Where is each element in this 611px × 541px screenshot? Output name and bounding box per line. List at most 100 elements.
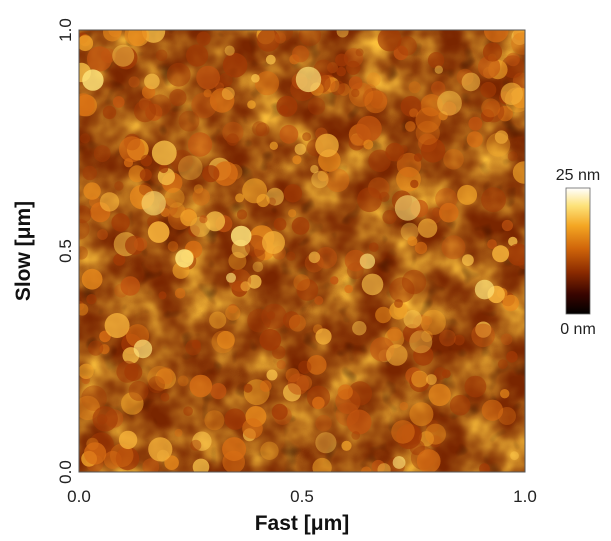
surface-grain <box>287 373 309 395</box>
surface-grain <box>408 81 421 94</box>
surface-grain <box>409 402 434 427</box>
surface-grain <box>302 132 311 142</box>
surface-grain <box>157 367 175 385</box>
surface-grain <box>415 120 440 145</box>
surface-grain <box>283 184 303 203</box>
surface-grain <box>225 305 241 321</box>
surface-grain <box>256 30 280 52</box>
surface-peak <box>494 130 509 144</box>
surface-grain <box>336 30 349 38</box>
surface-grain <box>115 446 140 471</box>
surface-grain <box>260 380 272 392</box>
surface-grain <box>164 455 179 471</box>
surface-grain <box>461 72 481 92</box>
surface-grain <box>236 209 248 220</box>
surface-peak <box>141 191 166 216</box>
surface-peak <box>315 133 339 158</box>
surface-grain <box>482 42 503 62</box>
surface-peak <box>492 245 510 263</box>
surface-grain <box>437 90 462 116</box>
surface-grain <box>252 261 264 273</box>
surface-grain <box>177 375 189 387</box>
surface-grain <box>449 394 471 416</box>
surface-grain <box>393 45 409 61</box>
surface-grain <box>434 367 447 380</box>
surface-grain <box>267 197 276 206</box>
afm-height-image <box>79 30 525 472</box>
y-axis: 0.0 0.5 1.0 <box>56 18 75 484</box>
surface-grain <box>481 399 504 421</box>
surface-grain <box>251 74 260 83</box>
surface-grain <box>510 451 519 461</box>
surface-grain <box>224 45 235 56</box>
surface-grain <box>255 122 270 137</box>
surface-grain <box>112 44 135 67</box>
surface-grain <box>114 181 124 191</box>
surface-grain <box>79 303 89 316</box>
surface-peak <box>394 195 421 221</box>
surface-grain <box>311 170 329 189</box>
surface-grain <box>133 237 148 251</box>
surface-grain <box>480 81 497 98</box>
surface-grain <box>196 65 221 90</box>
surface-grain <box>428 383 451 407</box>
surface-grain <box>81 385 107 412</box>
x-tick-label: 1.0 <box>513 487 537 506</box>
surface-grain <box>109 443 134 468</box>
surface-grain <box>507 243 525 266</box>
surface-grain <box>387 326 402 342</box>
surface-grain <box>348 76 363 90</box>
y-axis-title: Slow [μm] <box>12 201 35 301</box>
surface-grain <box>315 415 332 432</box>
surface-grain <box>273 217 287 231</box>
surface-grain <box>222 52 248 78</box>
surface-grain <box>189 374 213 398</box>
surface-grain <box>335 53 349 67</box>
surface-grain <box>118 136 145 163</box>
surface-grain <box>402 324 422 343</box>
surface-grain <box>337 384 353 400</box>
surface-grain <box>242 178 268 204</box>
surface-grain <box>330 276 339 285</box>
surface-grain <box>363 139 374 150</box>
surface-grain <box>242 418 263 439</box>
surface-grain <box>108 30 122 37</box>
surface-grain <box>120 276 141 296</box>
surface-grain <box>346 60 361 75</box>
surface-peak <box>386 344 408 366</box>
surface-grain <box>192 188 210 206</box>
surface-peak <box>417 218 438 238</box>
surface-grain <box>211 330 235 354</box>
x-tick-label: 0.5 <box>290 487 314 506</box>
surface-grain <box>407 236 418 247</box>
surface-grain <box>344 284 354 294</box>
surface-grain <box>291 217 310 235</box>
x-tick-label: 0.0 <box>67 487 91 506</box>
surface-grain <box>79 205 92 224</box>
surface-grain <box>377 30 402 52</box>
surface-grain <box>306 355 327 375</box>
surface-grain <box>92 406 118 432</box>
surface-grain <box>457 184 478 205</box>
surface-grain <box>186 44 209 67</box>
surface-grain <box>292 155 302 165</box>
surface-grain <box>422 315 433 326</box>
surface-grain <box>155 49 168 62</box>
surface-grain <box>169 89 187 107</box>
surface-grain <box>351 431 361 440</box>
colorbar: 25 nm 0 nm <box>556 167 600 338</box>
surface-grain <box>371 459 385 472</box>
surface-grain <box>307 97 326 115</box>
surface-grain <box>193 184 204 194</box>
surface-grain <box>276 360 286 370</box>
surface-grain <box>498 407 516 425</box>
surface-grain <box>314 296 324 305</box>
surface-grain <box>192 431 212 451</box>
surface-grain <box>312 457 332 472</box>
surface-grain <box>124 363 143 382</box>
surface-grain <box>403 310 422 329</box>
surface-grain <box>235 193 245 203</box>
surface-grain <box>394 299 403 308</box>
surface-grain <box>124 30 147 46</box>
surface-grain <box>471 323 495 348</box>
